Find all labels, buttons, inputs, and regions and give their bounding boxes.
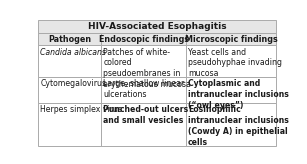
Bar <box>101 77 186 103</box>
Bar <box>101 45 186 77</box>
Text: Patches of white-
colored
pseudoembranes in
erythematous mucosa: Patches of white- colored pseudoembranes… <box>103 48 191 89</box>
Text: Herpes simplex virus: Herpes simplex virus <box>40 105 122 114</box>
Text: Endoscopic findings: Endoscopic findings <box>99 35 189 44</box>
Bar <box>38 20 276 33</box>
Bar <box>186 77 276 103</box>
Bar <box>38 103 101 146</box>
Bar <box>38 33 101 45</box>
Bar <box>186 33 276 45</box>
Bar <box>186 45 276 77</box>
Bar <box>186 103 276 146</box>
Text: Microscopic findings: Microscopic findings <box>185 35 278 44</box>
Bar <box>38 77 101 103</box>
Text: HIV-Associated Esophagitis: HIV-Associated Esophagitis <box>88 22 227 31</box>
Text: Cytoplasmic and
intranuclear inclusions
(“owl eyes”): Cytoplasmic and intranuclear inclusions … <box>188 79 289 110</box>
Text: Punched-out ulcers
and small vesicles: Punched-out ulcers and small vesicles <box>103 105 188 125</box>
Text: Cytomegalovirus: Cytomegalovirus <box>40 79 107 88</box>
Text: Eosinophilic
intranuclear inclusions
(Cowdy A) in epithelial
cells: Eosinophilic intranuclear inclusions (Co… <box>188 105 289 147</box>
Text: Large, shallow linear
ulcerations: Large, shallow linear ulcerations <box>103 79 185 99</box>
Text: Pathogen: Pathogen <box>48 35 91 44</box>
Text: Candida albicans: Candida albicans <box>40 48 106 57</box>
Bar <box>38 45 101 77</box>
Text: Yeast cells and
pseudohyphae invading
mucosa: Yeast cells and pseudohyphae invading mu… <box>188 48 282 78</box>
Bar <box>101 33 186 45</box>
Bar <box>101 103 186 146</box>
